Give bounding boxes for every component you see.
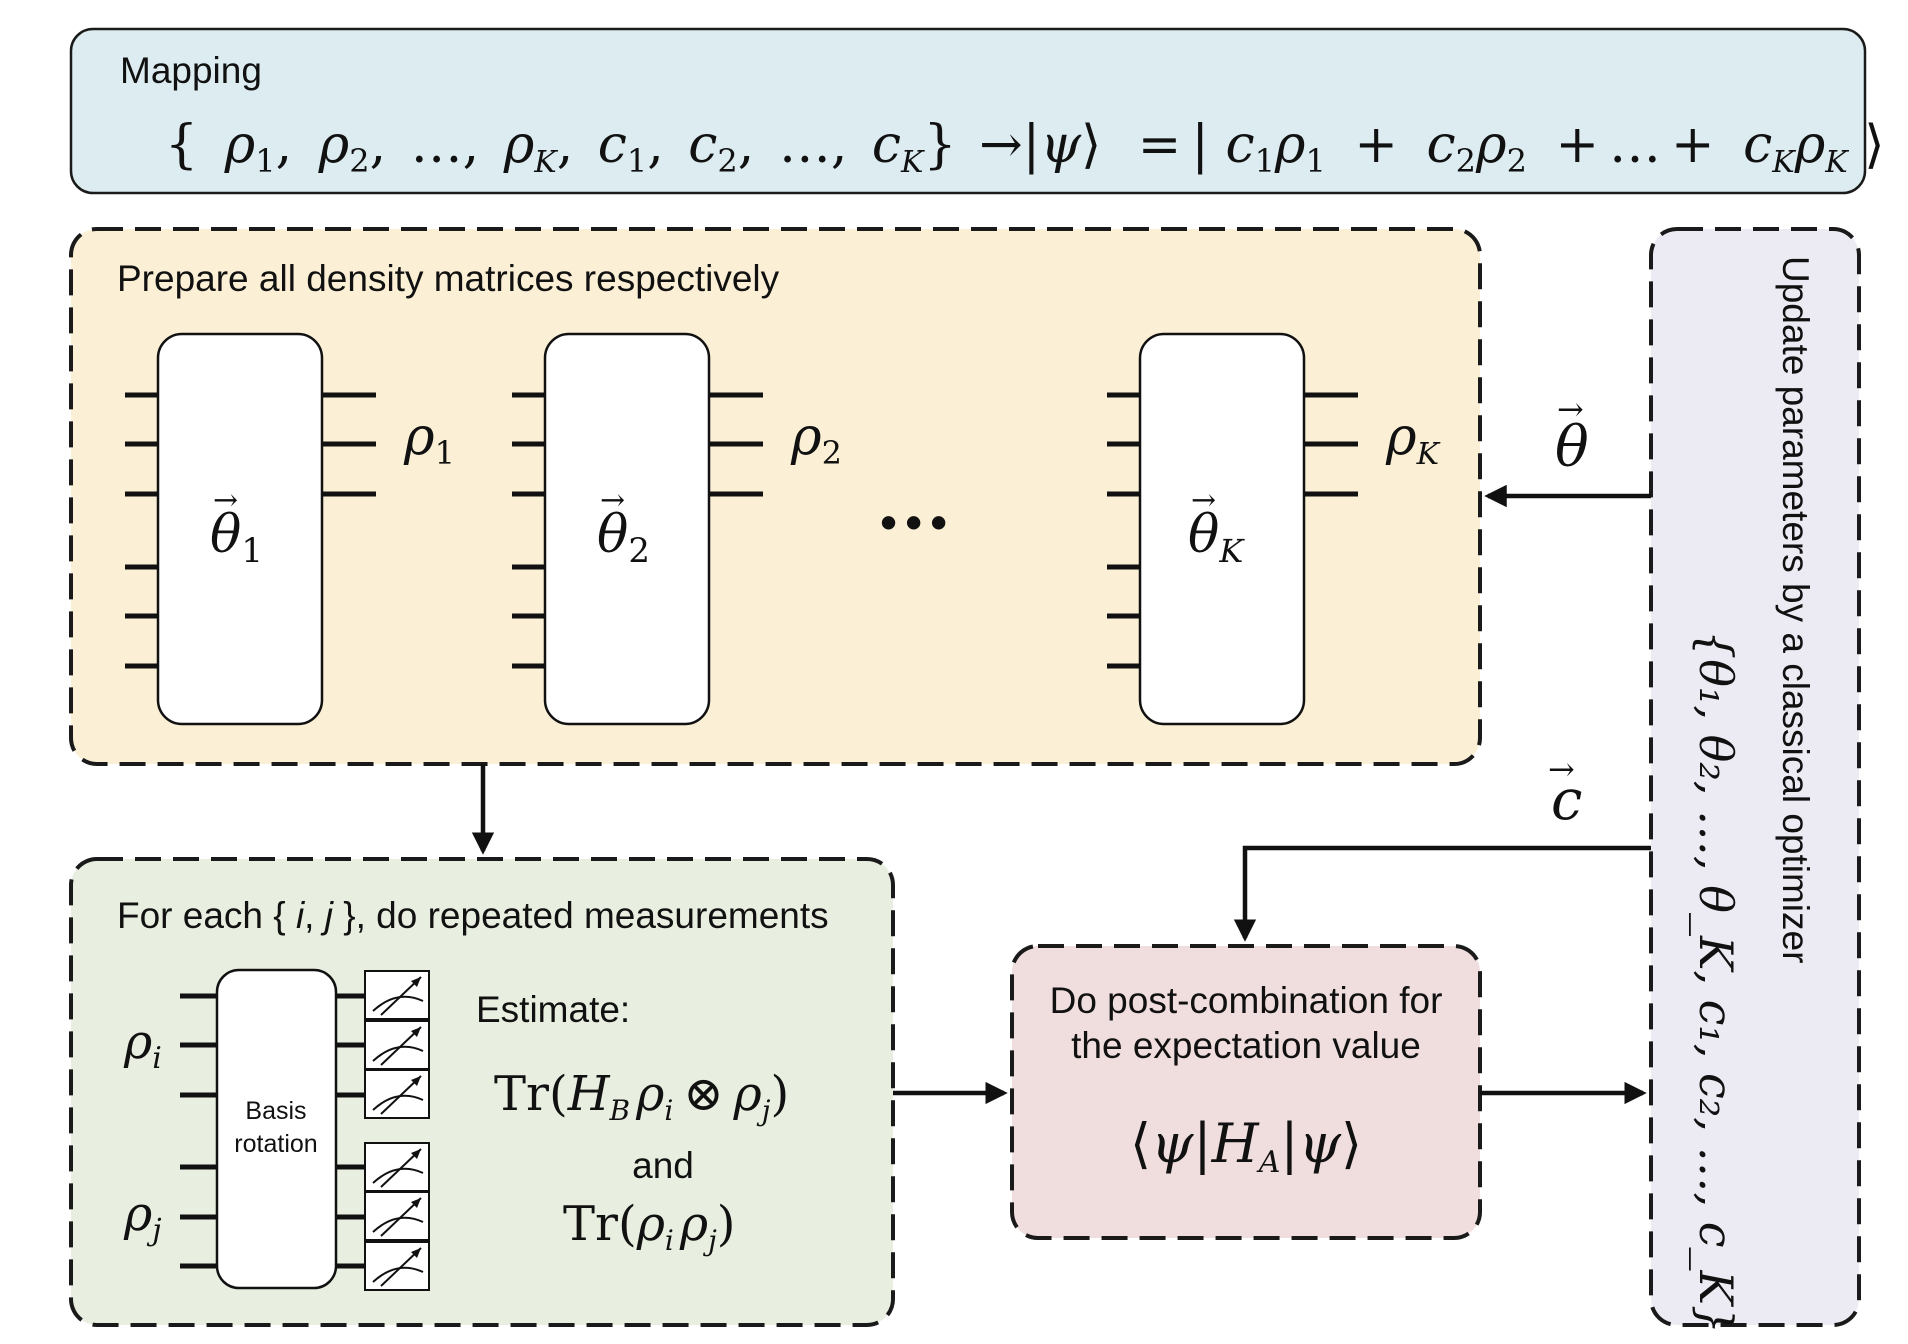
input-wires [180, 993, 218, 1269]
optimizer-title: Update parameters by a classical optimiz… [1775, 256, 1816, 963]
basis-rotation-circuit: Basis rotation ρi ρj [123, 968, 430, 1291]
meter-icon [364, 1241, 430, 1291]
optimizer-box [1649, 227, 1861, 1327]
mapping-equation: { ρ1, ρ2, …, ρK, c1, c2, …, cK} →|ψ⟩ = | … [165, 115, 1885, 185]
prepare-box [69, 227, 1482, 766]
input-wires [125, 392, 160, 669]
input-wires [1107, 392, 1142, 669]
circuit-output-k: ρK [1385, 407, 1441, 472]
measure-panel: For each { i, j }, do repeated measureme… [69, 857, 895, 1327]
basis-rotation-gate [215, 968, 338, 1290]
prepare-title: Prepare all density matrices respectivel… [117, 258, 780, 299]
meter-icon [364, 970, 430, 1020]
vector-arrow-icon: → [1557, 390, 1584, 428]
circuit-param-2: θ2 [597, 505, 650, 571]
vector-arrow-icon: → [1191, 483, 1216, 518]
combine-line-1: Do post-combination for [1050, 980, 1443, 1021]
estimate-expr-1: Tr(HB ρi ⊗ ρj) [494, 1066, 789, 1127]
vector-arrow-icon: → [600, 483, 625, 518]
circuit-gate-k [1138, 332, 1306, 726]
vector-arrow-icon: → [1548, 750, 1575, 788]
circuit-output-1: ρ1 [403, 407, 455, 472]
circuit-gate-1 [156, 332, 324, 726]
prepare-panel: Prepare all density matrices respectivel… [69, 227, 1482, 766]
mapping-box [69, 27, 1867, 195]
circuit-param-1: θ1 [210, 505, 263, 571]
svg-text:{ ρ1, ρ2,: { ρ1, ρ2, …, ρK, c1, c2, …, cK} →|ψ⟩ = | … [165, 115, 1885, 185]
and-label: and [632, 1145, 694, 1186]
optimizer-panel: Update parameters by a classical optimiz… [1649, 227, 1861, 1334]
input-wires [512, 392, 547, 669]
meter-icon [364, 1020, 430, 1070]
circuit-1: θ1 → ρ1 [125, 332, 455, 726]
circuits-ellipsis: ··· [876, 480, 951, 565]
estimate-expr-2: Tr(ρi ρj) [563, 1196, 736, 1257]
optimizer-params: {θ₁, θ₂, …, θ_K, c₁, c₂, …, c_K} [1689, 630, 1743, 1334]
meter-icon [364, 1142, 430, 1192]
estimate-label: Estimate: [476, 989, 630, 1030]
combine-line-2: the expectation value [1071, 1025, 1421, 1066]
circuit-2: θ2 → ρ2 [512, 332, 842, 726]
meter-icon [364, 1191, 430, 1241]
mapping-panel: Mapping { ρ1, ρ2, …, ρK, c1, c2, …, cK} … [69, 27, 1885, 195]
output-wires [708, 392, 763, 497]
output-wires [335, 993, 366, 1269]
basis-rotation-label-2: rotation [234, 1130, 317, 1158]
arrow-c [1233, 845, 1651, 942]
combine-panel: Do post-combination for the expectation … [1010, 944, 1482, 1240]
meter-icon [364, 1069, 430, 1119]
theta-label: θ [1555, 415, 1589, 480]
input-rho-i: ρi [123, 1014, 162, 1076]
circuit-param-k: θK [1188, 505, 1245, 570]
output-wires [1303, 392, 1358, 497]
c-label: c [1551, 768, 1582, 833]
mapping-title: Mapping [120, 50, 262, 91]
vector-arrow-icon: → [213, 483, 238, 518]
input-rho-j: ρj [123, 1186, 162, 1248]
circuit-output-2: ρ2 [790, 407, 842, 472]
output-wires [321, 392, 376, 497]
combine-expr: ⟨ψ|HA|ψ⟩ [1130, 1112, 1362, 1180]
measure-title: For each { i, j }, do repeated measureme… [117, 895, 829, 936]
circuit-gate-2 [543, 332, 711, 726]
circuit-k: θK → ρK [1107, 332, 1441, 726]
basis-rotation-label-1: Basis [245, 1097, 306, 1125]
